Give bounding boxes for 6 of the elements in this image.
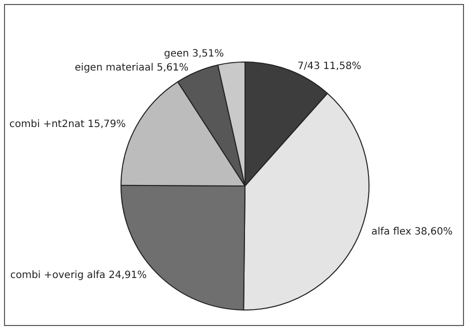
slice-label: eigen materiaal 5,61% (74, 62, 189, 74)
slice-label: geen 3,51% (164, 48, 224, 60)
slice-label: 7/43 11,58% (298, 60, 362, 72)
slice-label: combi +overig alfa 24,91% (10, 270, 147, 282)
slice-label: alfa flex 38,60% (371, 226, 453, 238)
slice-label: combi +nt2nat 15,79% (9, 118, 126, 130)
